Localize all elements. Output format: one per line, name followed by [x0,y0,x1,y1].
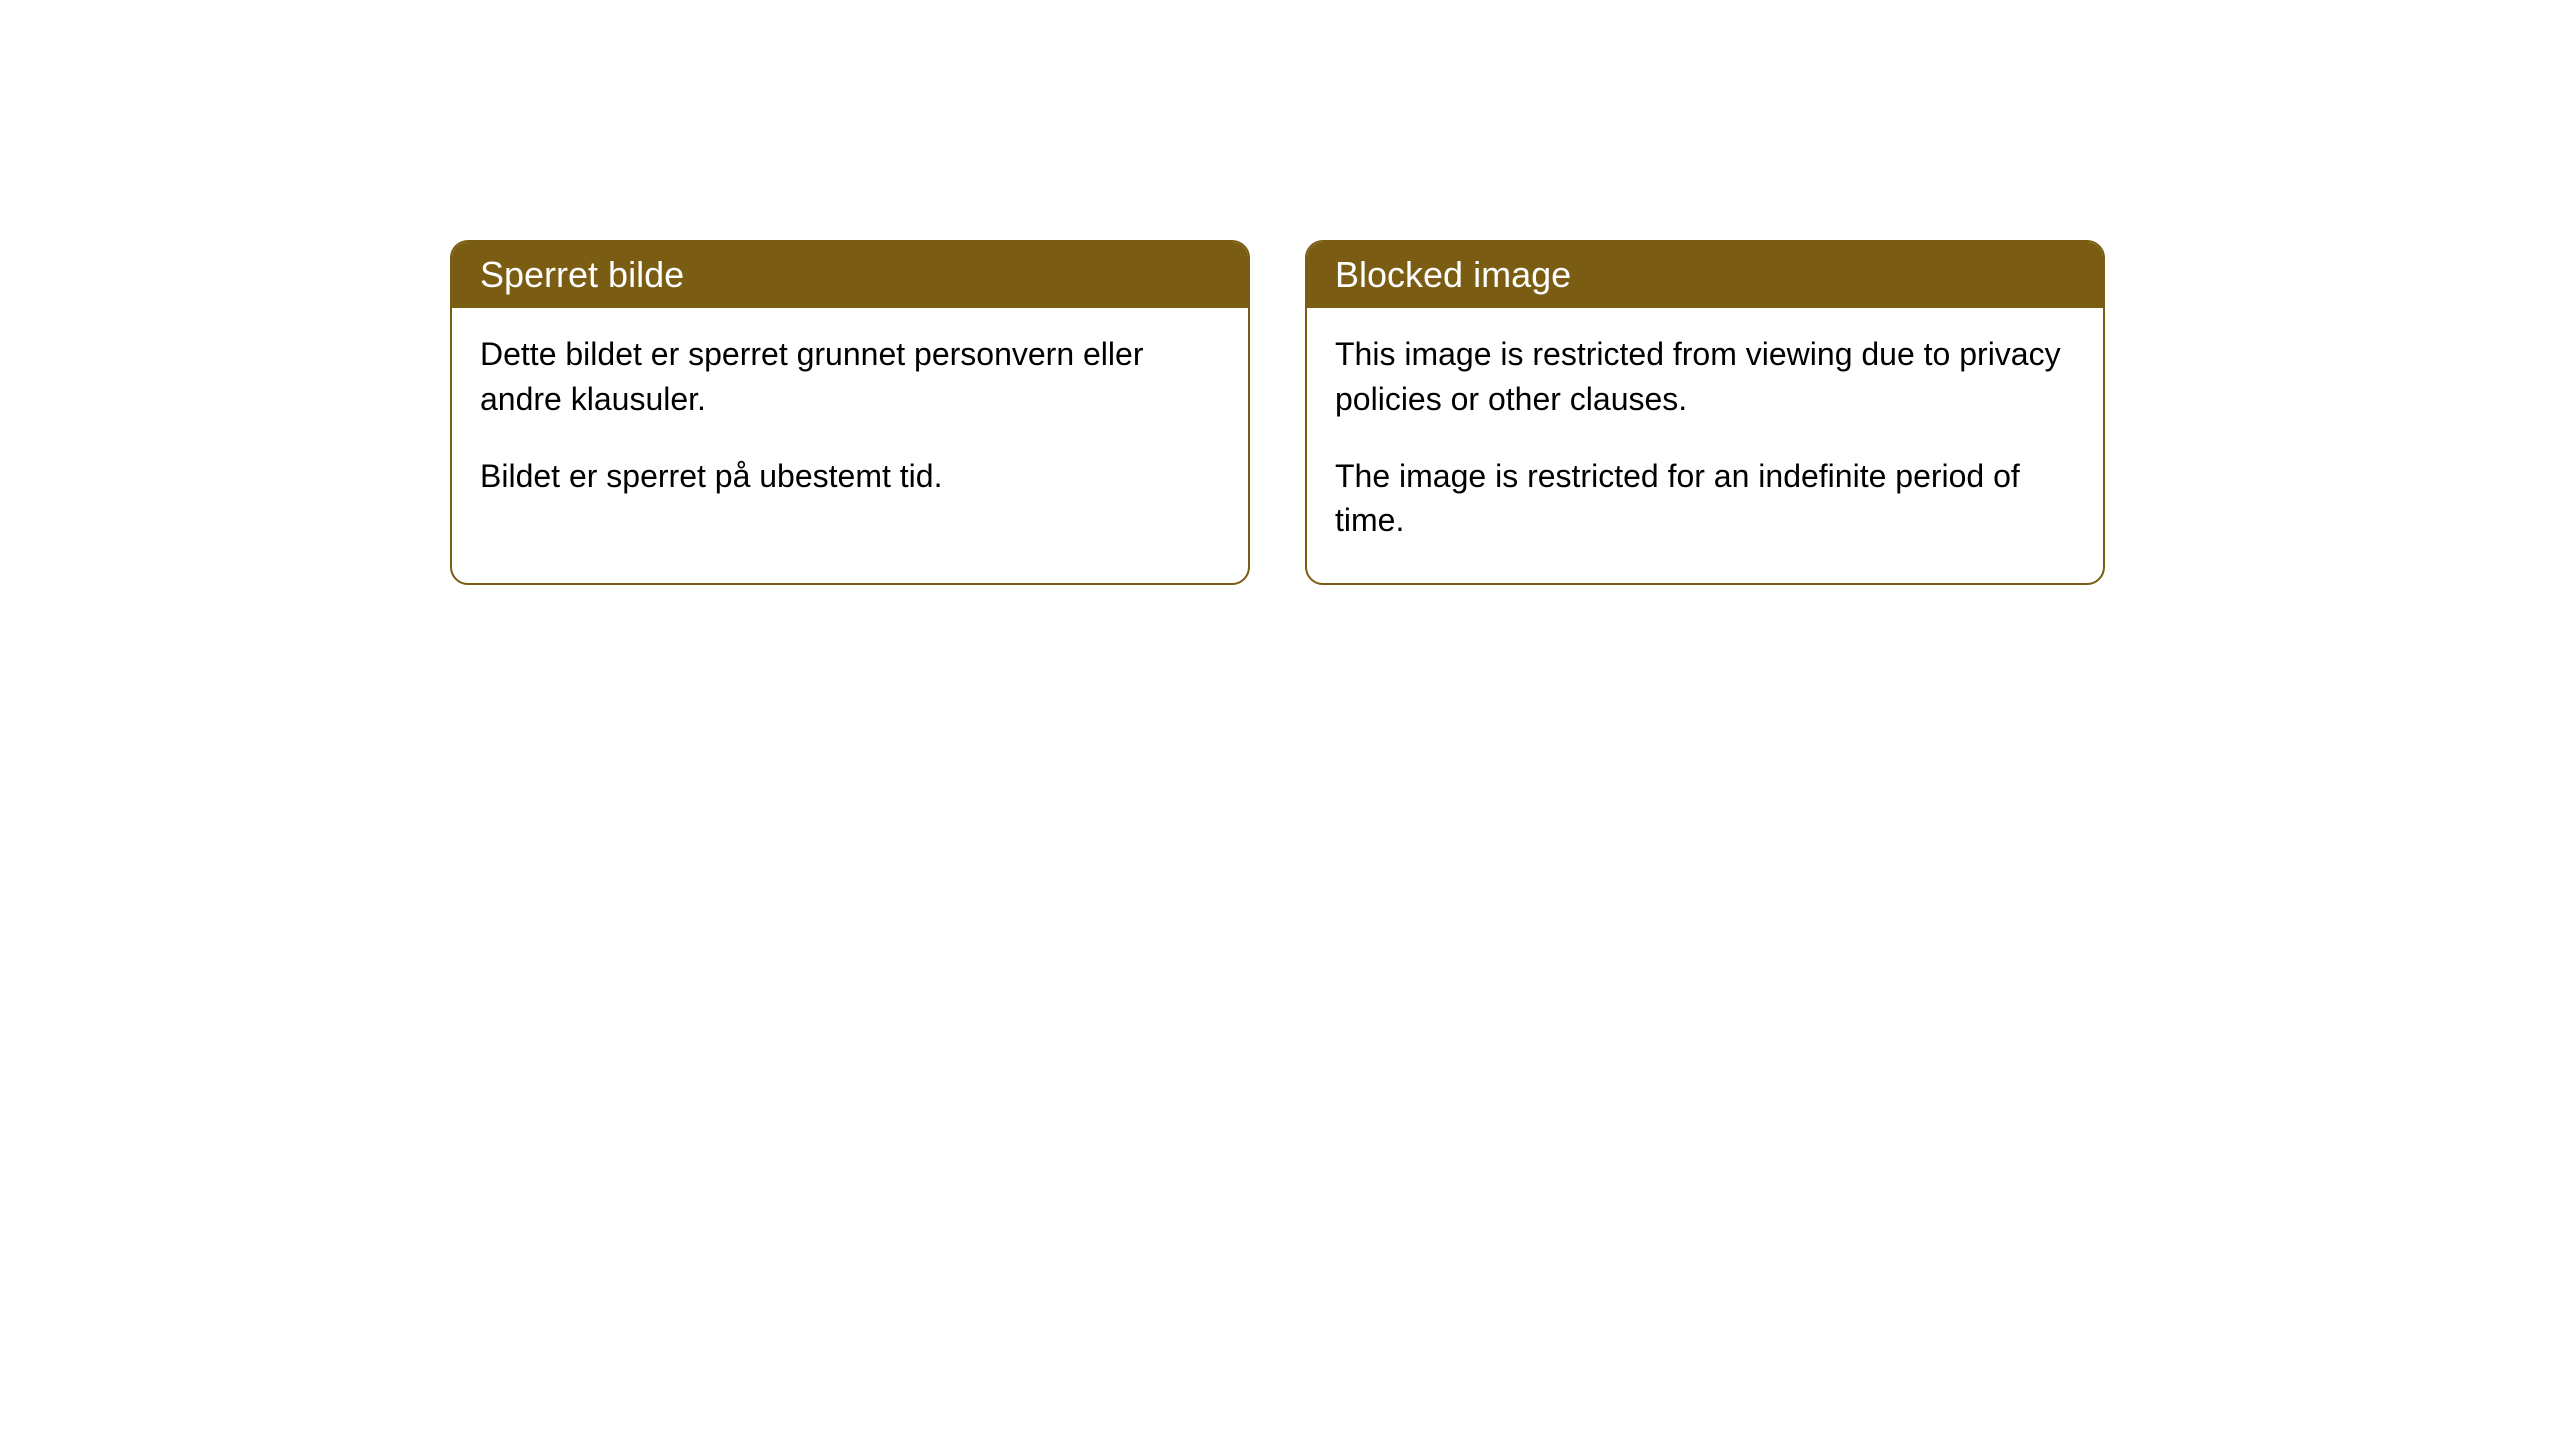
card-paragraph: Bildet er sperret på ubestemt tid. [480,454,1220,499]
card-title: Blocked image [1335,254,1571,295]
blocked-image-card-norwegian: Sperret bilde Dette bildet er sperret gr… [450,240,1250,585]
card-paragraph: This image is restricted from viewing du… [1335,332,2075,422]
blocked-image-card-english: Blocked image This image is restricted f… [1305,240,2105,585]
card-header-norwegian: Sperret bilde [452,242,1248,308]
card-paragraph: Dette bildet er sperret grunnet personve… [480,332,1220,422]
card-body-norwegian: Dette bildet er sperret grunnet personve… [452,308,1248,538]
card-title: Sperret bilde [480,254,684,295]
card-paragraph: The image is restricted for an indefinit… [1335,454,2075,544]
card-body-english: This image is restricted from viewing du… [1307,308,2103,583]
info-cards-container: Sperret bilde Dette bildet er sperret gr… [450,240,2105,585]
card-header-english: Blocked image [1307,242,2103,308]
